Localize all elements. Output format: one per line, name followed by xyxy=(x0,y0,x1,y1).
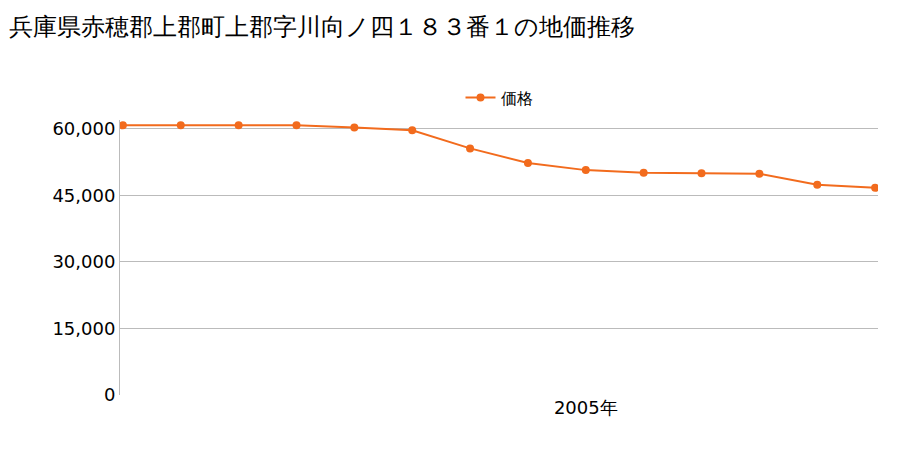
svg-text:45,000: 45,000 xyxy=(52,185,115,206)
svg-text:15,000: 15,000 xyxy=(52,318,115,339)
svg-text:兵庫県赤穂郡上郡町上郡字川向ノ四１８３番１の地価推移: 兵庫県赤穂郡上郡町上郡字川向ノ四１８３番１の地価推移 xyxy=(9,13,635,41)
svg-text:60,000: 60,000 xyxy=(52,118,115,139)
svg-text:0: 0 xyxy=(104,384,115,405)
svg-text:2005年: 2005年 xyxy=(554,397,618,418)
svg-text:30,000: 30,000 xyxy=(52,251,115,272)
svg-text:価格: 価格 xyxy=(501,89,533,108)
